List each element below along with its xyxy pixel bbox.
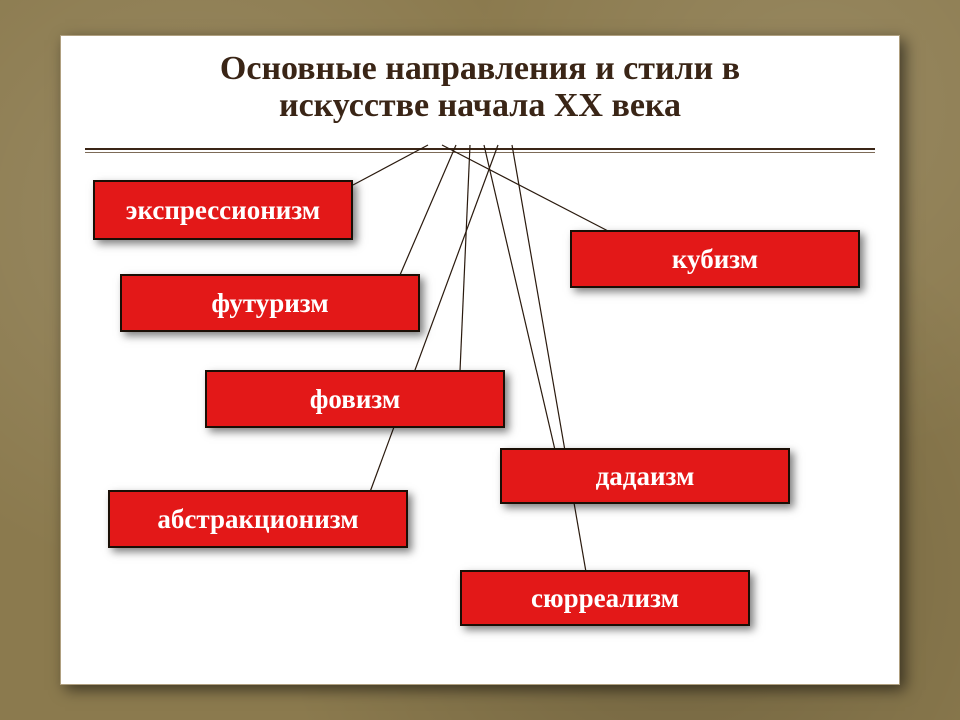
node-cubism: кубизм <box>570 230 860 288</box>
node-label: абстракционизм <box>157 504 358 535</box>
node-dadaism: дадаизм <box>500 448 790 504</box>
node-fauvism: фовизм <box>205 370 505 428</box>
node-label: фовизм <box>310 384 401 415</box>
node-abstractionism: абстракционизм <box>108 490 408 548</box>
node-expressionism: экспрессионизм <box>93 180 353 240</box>
diagram-root: Основные направления и стили в искусстве… <box>0 0 960 720</box>
node-label: кубизм <box>672 244 758 275</box>
title-line-1: Основные направления и стили в <box>220 50 740 87</box>
node-label: дадаизм <box>596 461 695 492</box>
divider-main <box>85 148 875 150</box>
node-surrealism: сюрреализм <box>460 570 750 626</box>
page-title: Основные направления и стили в искусстве… <box>130 50 830 125</box>
title-line-2: искусстве начала XX века <box>279 87 681 124</box>
divider-thin <box>85 152 875 153</box>
node-label: футуризм <box>211 288 328 319</box>
node-label: экспрессионизм <box>126 195 320 226</box>
node-label: сюрреализм <box>531 583 679 614</box>
node-futurism: футуризм <box>120 274 420 332</box>
